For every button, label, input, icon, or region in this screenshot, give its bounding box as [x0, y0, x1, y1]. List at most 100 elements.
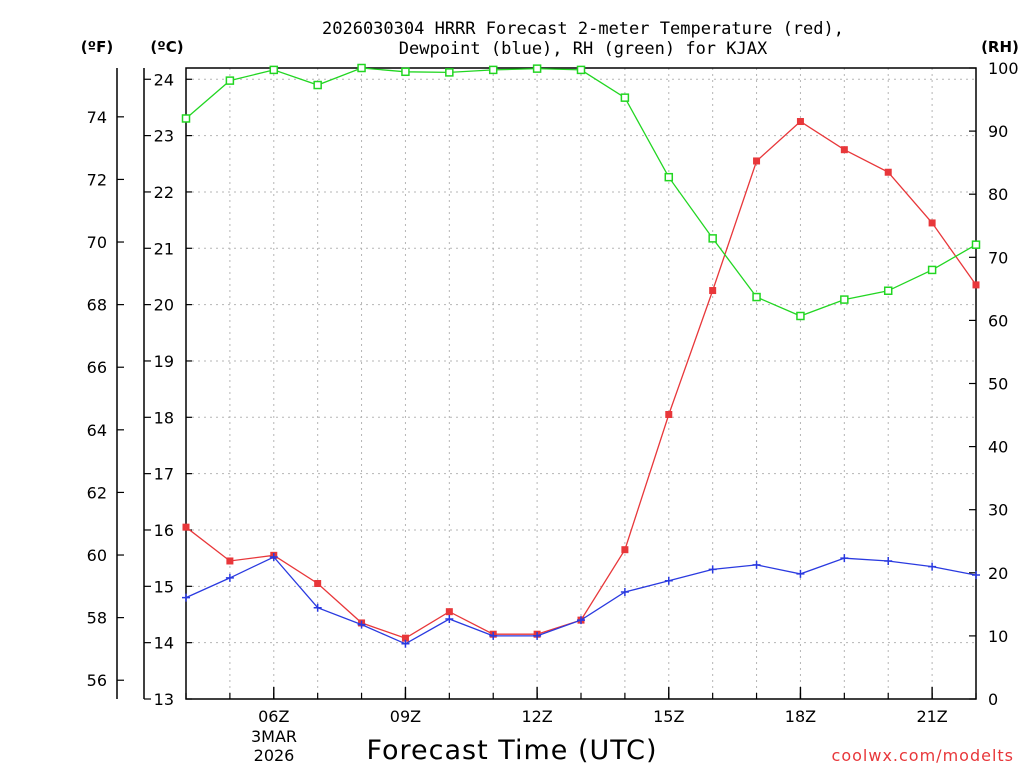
- rh-point: [752, 292, 761, 302]
- rh-point: [883, 286, 893, 295]
- dewpoint-point: [401, 639, 410, 648]
- temperature-point: [884, 168, 892, 176]
- rh-tick-label: 90: [988, 122, 1008, 141]
- fahrenheit-tick-label: 70: [87, 233, 107, 252]
- rh-point: [927, 265, 937, 275]
- celsius-tick-label: 14: [154, 634, 174, 653]
- x-tick-label: 09Z: [390, 707, 421, 726]
- x-tick-label: 15Z: [653, 707, 684, 726]
- temperature-point: [928, 219, 936, 227]
- temperature-point: [401, 634, 409, 642]
- rh-point: [708, 234, 717, 243]
- dewpoint-point: [884, 556, 893, 565]
- celsius-tick-label: 18: [154, 408, 174, 427]
- rh-point: [620, 93, 630, 102]
- temperature-point: [665, 410, 673, 418]
- chart-subtitle: Dewpoint (blue), RH (green) for KJAX: [399, 39, 768, 59]
- dewpoint-point: [620, 587, 629, 596]
- dewpoint-line: [185, 556, 977, 645]
- celsius-tick-label: 16: [154, 521, 174, 540]
- rh-point: [840, 295, 849, 304]
- fahrenheit-tick-label: 64: [87, 421, 107, 440]
- temperature-point: [972, 281, 980, 289]
- rh-point: [532, 64, 542, 73]
- plot-frame: [185, 67, 977, 700]
- rh-point: [313, 80, 322, 90]
- axes: 56 58 60 62 64 66 68 70 72 74 13 14 15 16 17 18 19 20 21 22…: [87, 59, 1019, 726]
- fahrenheit-tick-label: 60: [87, 546, 107, 565]
- temperature-point: [445, 608, 453, 616]
- dewpoint-point: [357, 620, 366, 629]
- x-tick-label: 12Z: [521, 707, 552, 726]
- dewpoint-point: [182, 593, 190, 602]
- dewpoint-point: [664, 576, 673, 585]
- celsius-tick-label: 23: [154, 127, 174, 146]
- celsius-tick-label: 17: [154, 465, 174, 484]
- dewpoint-point: [269, 553, 278, 562]
- celsius-tick-label: 13: [154, 690, 174, 709]
- rh-tick-label: 50: [988, 375, 1008, 394]
- grid-lines: [186, 68, 976, 699]
- temperature-point: [226, 557, 234, 565]
- date-day-label: 3MAR: [251, 727, 297, 746]
- rh-tick-label: 20: [988, 564, 1008, 583]
- celsius-unit-label: (ºC): [150, 38, 183, 56]
- x-tick-label: 18Z: [785, 707, 816, 726]
- rh-point: [576, 65, 586, 75]
- celsius-tick-label: 19: [154, 352, 174, 371]
- temperature-point: [840, 146, 848, 154]
- dewpoint-point: [313, 603, 322, 612]
- rh-point: [225, 76, 235, 85]
- temperature-point: [314, 580, 322, 588]
- source-credit: coolwx.com/modelts: [832, 746, 1014, 765]
- celsius-tick-label: 22: [154, 183, 174, 202]
- rh-tick-label: 100: [988, 59, 1019, 78]
- rh-tick-label: 60: [988, 311, 1008, 330]
- fahrenheit-tick-label: 68: [87, 296, 107, 315]
- rh-tick-label: 80: [988, 185, 1008, 204]
- x-axis-title: Forecast Time (UTC): [366, 735, 657, 766]
- temperature-point: [753, 157, 761, 165]
- fahrenheit-tick-label: 74: [87, 108, 107, 127]
- rh-point: [401, 67, 410, 77]
- temperature-point: [621, 546, 629, 554]
- fahrenheit-tick-label: 72: [87, 170, 107, 189]
- fahrenheit-tick-label: 66: [87, 358, 107, 377]
- dewpoint-point: [489, 631, 498, 640]
- rh-point: [971, 240, 981, 249]
- rh-tick-label: 30: [988, 501, 1008, 520]
- x-tick-label: 21Z: [916, 707, 947, 726]
- temperature-point: [796, 118, 804, 126]
- temperature-point: [709, 287, 717, 295]
- rh-point: [664, 172, 674, 182]
- fahrenheit-tick-label: 56: [87, 671, 107, 690]
- rh-point: [357, 63, 366, 73]
- celsius-tick-label: 24: [154, 70, 174, 89]
- fahrenheit-tick-label: 58: [87, 609, 107, 628]
- dewpoint-point: [928, 562, 937, 571]
- rh-unit-label: (RH): [981, 38, 1019, 56]
- x-tick-label: 06Z: [258, 707, 289, 726]
- rh-tick-label: 40: [988, 438, 1008, 457]
- celsius-tick-label: 15: [154, 577, 174, 596]
- dewpoint-point: [225, 573, 234, 582]
- rh-point: [269, 65, 279, 75]
- dewpoint-point: [972, 571, 980, 580]
- chart-title: 2026030304 HRRR Forecast 2-meter Tempera…: [322, 19, 844, 39]
- dewpoint-point: [533, 631, 542, 640]
- rh-tick-label: 10: [988, 627, 1008, 646]
- dewpoint-point: [445, 614, 454, 623]
- temperature-point: [182, 523, 190, 531]
- celsius-tick-label: 20: [154, 296, 174, 315]
- rh-tick-label: 70: [988, 248, 1008, 267]
- fahrenheit-tick-label: 62: [87, 483, 107, 502]
- fahrenheit-unit-label: (ºF): [81, 38, 113, 56]
- dewpoint-point: [752, 560, 761, 569]
- dewpoint-point: [577, 616, 585, 625]
- rh-point: [445, 68, 454, 77]
- dewpoint-point: [796, 569, 805, 578]
- date-year-label: 2026: [254, 746, 295, 765]
- series-layer: [181, 63, 981, 648]
- rh-tick-label: 0: [988, 690, 998, 709]
